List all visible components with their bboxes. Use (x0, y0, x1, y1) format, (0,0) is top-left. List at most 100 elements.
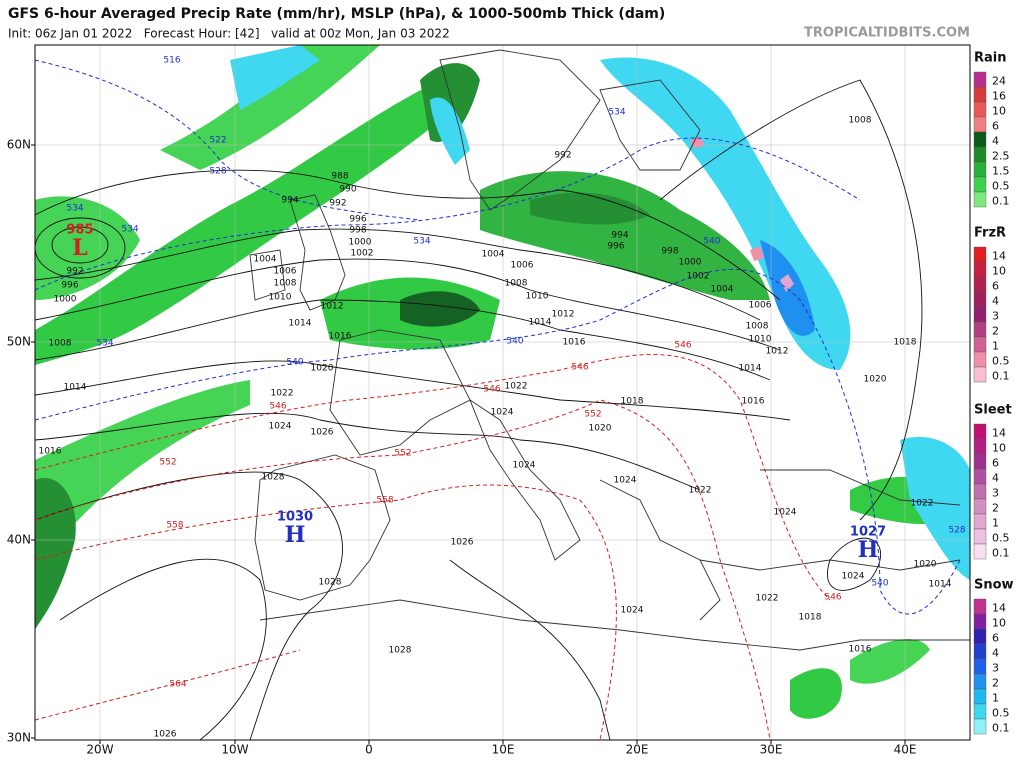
legend-swatch (973, 146, 987, 163)
isobar-label: 996 (61, 281, 78, 291)
isobar-label: 1018 (894, 338, 917, 348)
isobar-label: 1002 (687, 272, 710, 282)
legend-swatch (973, 658, 987, 675)
thickness-label: 546 (571, 363, 588, 373)
isobar-label: 1020 (311, 364, 334, 374)
isobar-label: 1022 (689, 486, 712, 496)
legend-swatch (973, 261, 987, 278)
legend-label: 4 (992, 647, 999, 660)
thickness-label: 522 (209, 136, 226, 146)
legend-swatch (973, 543, 987, 560)
legend-label: 1 (992, 692, 999, 705)
lon-label: 40E (894, 743, 917, 757)
thickness-label: 552 (394, 449, 411, 459)
thickness-label: 564 (169, 680, 186, 690)
legend-swatch (973, 336, 987, 353)
thickness-label: 552 (584, 410, 601, 420)
legend-swatch (973, 291, 987, 308)
thickness-label: 528 (209, 167, 226, 177)
legend-label: 2 (992, 325, 999, 338)
legend-label: 6 (992, 120, 999, 133)
thickness-label: 534 (66, 204, 83, 214)
isobar-label: 1022 (756, 594, 779, 604)
legend-label: 0.1 (992, 547, 1010, 560)
thickness-label: 558 (376, 496, 393, 506)
legend-swatch (973, 351, 987, 368)
isobar-label: 1022 (505, 382, 528, 392)
lon-label: 20E (626, 743, 649, 757)
legend-label: 2 (992, 677, 999, 690)
isobar-label: 988 (331, 172, 348, 182)
isobar-label: 1016 (849, 645, 872, 655)
isobar-label: 1012 (766, 347, 789, 357)
isobar-label: 1014 (929, 580, 952, 590)
legend-swatch (973, 453, 987, 470)
legend-label: 1 (992, 517, 999, 530)
isobar-label: 990 (339, 185, 356, 195)
isobar-label: 998 (349, 226, 366, 236)
isobar-label: 1014 (64, 383, 87, 393)
lat-label: 60N (7, 138, 31, 152)
isobar-label: 1006 (511, 261, 534, 271)
title: GFS 6-hour Averaged Precip Rate (mm/hr),… (8, 6, 665, 22)
isobar-label: 1014 (739, 364, 762, 374)
legend-label: 0.1 (992, 370, 1010, 383)
isobar-label: 1024 (842, 572, 865, 582)
thickness-label: 552 (159, 458, 176, 468)
legend-title: FrzR (974, 226, 1006, 241)
legend-label: 0.5 (992, 180, 1010, 193)
thickness-label: 546 (824, 593, 841, 603)
thickness-label: 534 (121, 225, 138, 235)
legend-label: 3 (992, 487, 999, 500)
isobar-label: 1020 (864, 375, 887, 385)
legend-label: 3 (992, 310, 999, 323)
legend-label: 0.5 (992, 707, 1010, 720)
legend-swatch (973, 321, 987, 338)
legend-swatch (973, 423, 987, 440)
precip-mixed (690, 137, 794, 292)
isobar-label: 1022 (911, 499, 934, 509)
lat-label: 30N (7, 731, 31, 745)
center-symbol: L (72, 235, 87, 261)
isobar-label: 1000 (54, 295, 77, 305)
isobar-label: 1026 (311, 428, 334, 438)
legend-label: 6 (992, 457, 999, 470)
legend-swatch (973, 176, 987, 193)
watermark: TROPICALTIDBITS.COM (804, 26, 970, 41)
isobar-label: 1016 (742, 397, 765, 407)
legend-swatch (973, 366, 987, 383)
isobar-label: 1026 (451, 538, 474, 548)
isobar-label: 1024 (774, 508, 797, 518)
isobar-label: 1018 (799, 613, 822, 623)
isobar-label: 1024 (269, 422, 292, 432)
legend-swatch (973, 161, 987, 178)
thickness-label: 546 (674, 341, 691, 351)
legend-label: 14 (992, 250, 1006, 263)
legend-swatch (973, 613, 987, 630)
isobar-label: 1028 (262, 473, 285, 483)
thickness-label: 546 (483, 385, 500, 395)
isobar-label: 1024 (614, 476, 637, 486)
isobar-label: 1008 (505, 279, 528, 289)
lon-label: 0 (365, 743, 373, 757)
legend-title: Snow (974, 578, 1014, 593)
legend-swatch (973, 718, 987, 735)
legend-swatch (973, 438, 987, 455)
legend-label: 10 (992, 442, 1006, 455)
legend-label: 24 (992, 75, 1006, 88)
isobar-label: 1004 (482, 250, 505, 260)
isobar-label: 1010 (749, 335, 772, 345)
isobar-label: 1004 (254, 255, 277, 265)
precip-snow (230, 45, 970, 580)
isobar-label: 992 (554, 151, 571, 161)
lon-label: 30E (760, 743, 783, 757)
legend-swatch (973, 306, 987, 323)
isobar-label: 1008 (274, 279, 297, 289)
legend-swatch (973, 628, 987, 645)
legend-swatch (973, 246, 987, 263)
isobar-label: 994 (611, 231, 628, 241)
center-value: 1027 (850, 525, 886, 540)
isobar-label: 992 (66, 267, 83, 277)
isobar-label: 1004 (711, 285, 734, 295)
legend-swatch (973, 498, 987, 515)
